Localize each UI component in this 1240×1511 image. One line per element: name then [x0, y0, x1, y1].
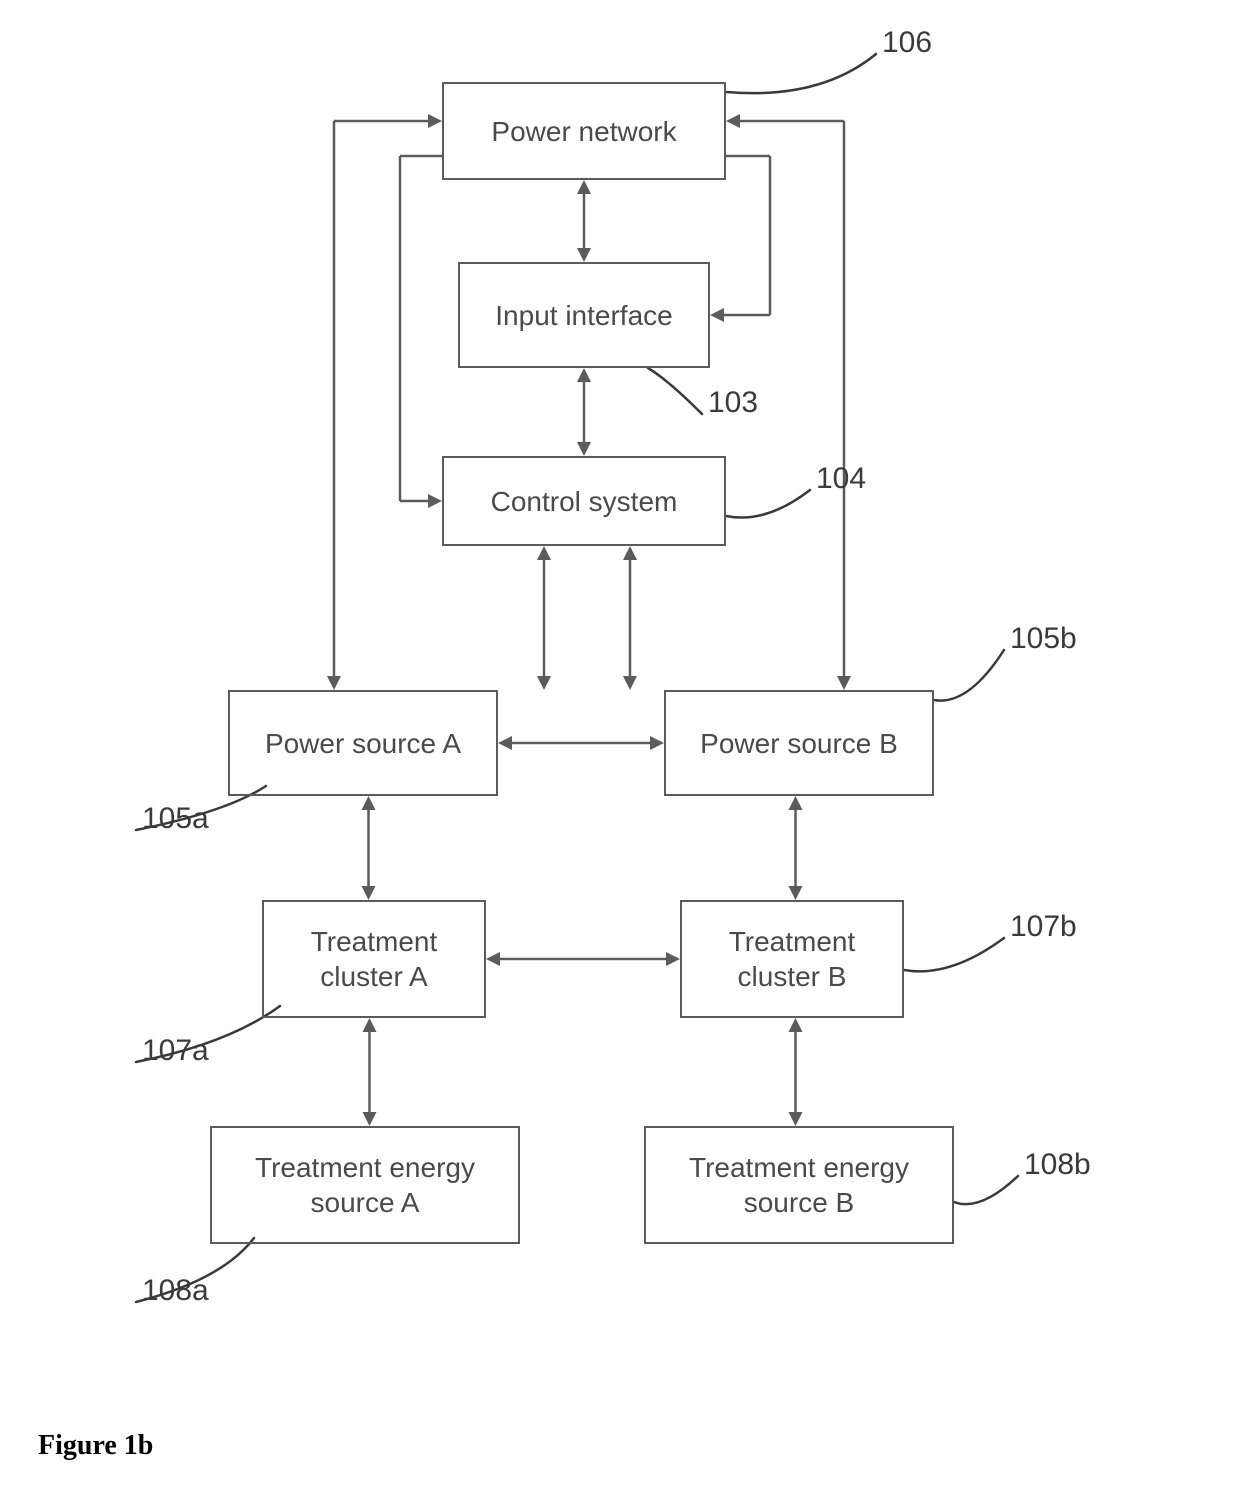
node-tc_b: Treatment cluster B	[680, 900, 904, 1018]
node-ps_a: Power source A	[228, 690, 498, 796]
callout-label-104: 104	[816, 462, 866, 496]
node-control_system: Control system	[442, 456, 726, 546]
callout-label-106: 106	[882, 26, 932, 60]
node-ps_b: Power source B	[664, 690, 934, 796]
callout-label-107b: 107b	[1010, 910, 1077, 944]
node-power_network: Power network	[442, 82, 726, 180]
callout-label-108b: 108b	[1024, 1148, 1091, 1182]
callout-label-103: 103	[708, 386, 758, 420]
node-input_interface: Input interface	[458, 262, 710, 368]
node-tc_a: Treatment cluster A	[262, 900, 486, 1018]
diagram-canvas: Power network Input interface Control syst…	[0, 0, 1240, 1511]
callout-label-105a: 105a	[142, 802, 209, 836]
figure-label: Figure 1b	[38, 1430, 153, 1462]
callout-label-108a: 108a	[142, 1274, 209, 1308]
callout-label-107a: 107a	[142, 1034, 209, 1068]
callout-label-105b: 105b	[1010, 622, 1077, 656]
node-te_a: Treatment energy source A	[210, 1126, 520, 1244]
node-te_b: Treatment energy source B	[644, 1126, 954, 1244]
